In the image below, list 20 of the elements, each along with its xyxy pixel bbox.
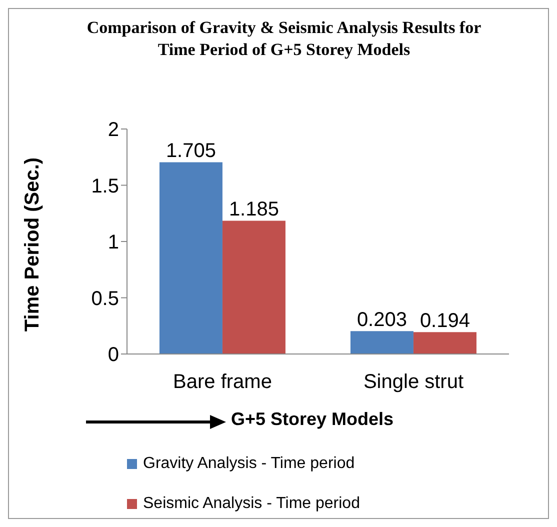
y-tick-label: 0.5 (91, 288, 119, 310)
data-label: 0.194 (420, 310, 470, 332)
bar (159, 162, 222, 354)
legend-label: Gravity Analysis - Time period (142, 454, 356, 474)
y-tick-label: 0 (108, 344, 119, 366)
y-tick-label: 1.5 (91, 175, 119, 198)
x-axis-title: G+5 Storey Models (231, 409, 394, 430)
chart-title: Comparison of Gravity & Seismic Analysis Results for Time Period of G+5 Storey Models (86, 17, 482, 61)
y-tick-label: 1 (108, 232, 119, 254)
x-tick-label: Bare frame (173, 371, 272, 394)
legend-label: Seismic Analysis - Time period (142, 494, 360, 514)
y-axis-title: Time Period (Sec.) (22, 156, 44, 332)
y-tick-label: 2 (108, 119, 119, 142)
bar (222, 220, 286, 354)
data-label: 1.185 (228, 198, 279, 221)
bar (413, 332, 476, 354)
x-tick-label: Single strut (363, 371, 464, 394)
bar (350, 331, 414, 354)
data-label: 1.705 (166, 140, 216, 162)
data-label: 0.203 (356, 309, 407, 332)
